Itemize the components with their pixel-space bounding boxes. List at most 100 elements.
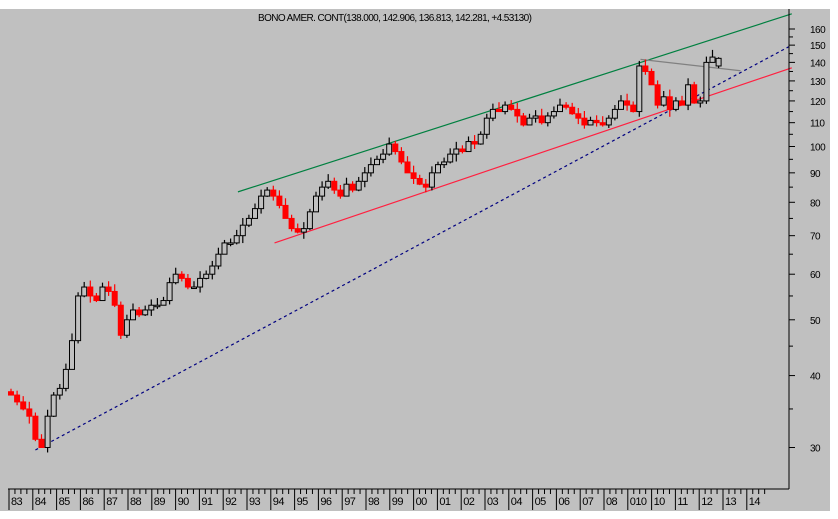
candle-body-up [197, 277, 204, 288]
candle-body-up [636, 65, 643, 113]
x-tick-label: 02 [463, 496, 475, 508]
candle [544, 112, 551, 127]
candle-body-up [81, 286, 88, 297]
candle [599, 116, 606, 127]
x-tick-label: 12 [701, 496, 713, 508]
x-tick-label: 86 [82, 496, 94, 508]
candle-body-up [325, 180, 332, 188]
candle [557, 98, 563, 113]
candle-body-up [361, 172, 368, 182]
candle-body-down [392, 143, 399, 153]
x-tick-label: 03 [487, 496, 499, 508]
candle-body-down [642, 65, 649, 72]
x-tick-label: 96 [320, 496, 332, 508]
candle [624, 93, 631, 111]
candle [117, 301, 124, 339]
candle [422, 179, 429, 193]
x-tick-label: 07 [582, 496, 594, 508]
x-tick-label: 93 [249, 496, 261, 508]
candle-body-down [117, 304, 124, 336]
candle [502, 101, 509, 115]
y-tick-label: 90 [810, 169, 821, 180]
candle-body-up [50, 394, 57, 417]
candle-body-down [288, 217, 295, 230]
candle [209, 260, 216, 280]
candle-body-up [557, 104, 563, 113]
candle [319, 181, 326, 201]
candle-body-up [343, 183, 350, 197]
candle-body-up [233, 235, 240, 244]
candle-body-up [69, 340, 75, 370]
candle [270, 185, 277, 201]
candle [111, 284, 118, 308]
candle [14, 390, 21, 406]
candle-body-up [160, 300, 167, 306]
candle-body-up [252, 208, 258, 219]
x-tick-label: 06 [558, 496, 570, 508]
candle-body-up [221, 242, 228, 255]
candle-body-up [715, 57, 722, 67]
candles [8, 49, 722, 453]
y-tick-label: 130 [810, 77, 826, 88]
candle [276, 190, 283, 209]
candle [367, 157, 374, 177]
y-tick-label: 140 [810, 58, 826, 69]
candle-body-down [593, 119, 600, 124]
candle [672, 97, 679, 112]
candle [93, 292, 100, 303]
long-term-support-line [35, 44, 793, 451]
candle-body-down [508, 104, 515, 110]
y-tick-label: 100 [810, 143, 826, 154]
candle [56, 384, 63, 400]
x-tick-label: 92 [225, 496, 237, 508]
candle-body-down [111, 290, 118, 306]
candle-body-up [477, 133, 484, 145]
x-axis: 83 84 85 86 87 88 89 90 91 92 93 94 95 96 97 98 99 00 01 02… [8, 489, 766, 510]
candle [8, 388, 14, 396]
candle-body-up [264, 189, 271, 197]
candle-body-up [526, 117, 533, 126]
candle-body-down [459, 148, 466, 153]
candle-body-up [44, 415, 51, 448]
x-tick-label: 10 [654, 496, 666, 508]
candle [550, 106, 557, 119]
candle [520, 112, 527, 127]
candle-body-down [630, 104, 637, 113]
candle-body-down [337, 189, 344, 197]
candle-body-up [502, 104, 509, 113]
candle [252, 203, 258, 219]
candle [123, 314, 130, 338]
candle [178, 271, 185, 282]
candle [142, 305, 149, 316]
candle [605, 115, 612, 128]
candle-body-down [282, 204, 289, 219]
x-tick-label: 010 [630, 496, 647, 508]
candle [239, 217, 246, 244]
candle-body-down [624, 100, 631, 106]
candle-body-up [191, 286, 197, 290]
candle-body-down [654, 84, 661, 106]
candle-body-down [136, 309, 143, 316]
candle-body-down [575, 113, 582, 119]
candle [447, 148, 454, 164]
y-tick-label: 60 [810, 270, 821, 281]
candle [337, 184, 344, 199]
candle-body-up [447, 153, 454, 163]
candle-body-down [26, 408, 33, 417]
candle-body-down [270, 189, 277, 197]
upper-channel-line [237, 13, 792, 193]
candle-body-up [672, 100, 679, 110]
candle-body-down [93, 295, 100, 302]
candle [99, 282, 106, 302]
candle-body-down [422, 183, 429, 188]
candle [654, 80, 661, 109]
candle [697, 96, 704, 108]
candle [715, 57, 722, 69]
candle [148, 299, 155, 316]
candle [361, 167, 368, 188]
candle-body-down [331, 180, 338, 191]
candle-body-down [8, 391, 14, 396]
x-tick-label: 98 [368, 496, 380, 508]
candle [593, 115, 600, 127]
candle [569, 102, 576, 115]
